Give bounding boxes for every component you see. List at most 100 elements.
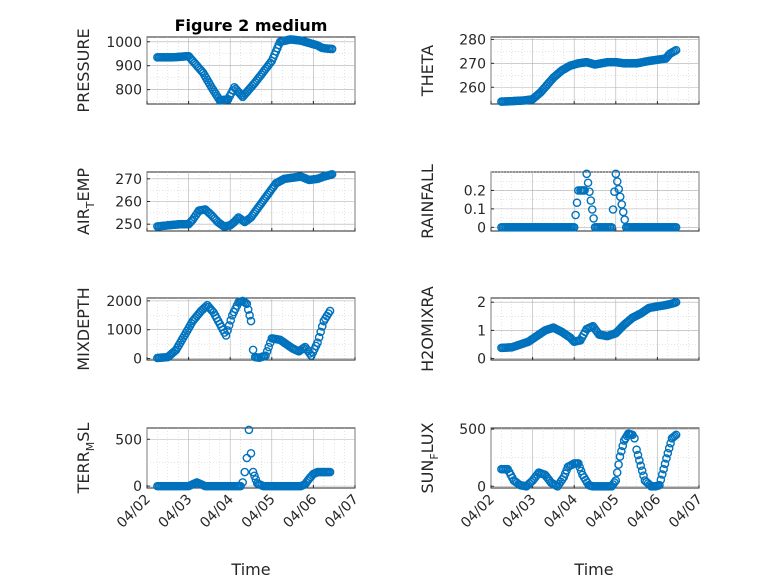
y-tick-label: 260 [459,80,486,96]
data-point [614,184,624,194]
y-axis-label: THETA [418,45,437,97]
x-tick-label: 04/06 [280,491,320,531]
data-point [317,322,327,331]
y-tick-label: 0 [477,220,486,236]
y-tick-label: 0 [133,352,142,368]
data-point [610,478,619,487]
y-tick-label: 250 [115,217,142,233]
panel-h2omixra: 0 1 2 H2OMIXRA [418,286,700,372]
y-label-main: TERR [74,451,93,494]
x-tick-label: 04/07 [666,492,706,532]
y-label-subscript: M [84,442,97,452]
y-tick-label: 1000 [106,323,142,339]
data-point [637,466,647,475]
data-point [618,441,628,451]
data-point [607,223,616,232]
data-point [657,470,667,479]
data-point [583,178,593,188]
y-tick-label: 2 [477,295,486,311]
y-label-main: AIR [74,208,93,235]
y-tick-label: 500 [115,432,142,448]
data-point [314,332,324,342]
y-tick-label: 2000 [106,294,142,310]
panel-air_temp: 250 260 270 AIRTEMP [74,168,356,235]
data-point [633,450,643,460]
y-tick-label: 0 [477,352,486,368]
data-point [612,177,622,186]
y-tick-label: 260 [115,195,142,211]
x-tick-label: 04/05 [239,492,279,532]
data-point [635,456,644,465]
data-point [221,331,231,340]
panel-theta: 260 270 280 THETA [418,32,700,106]
x-tick-label: 04/02 [458,492,498,532]
y-axis-label: RAINFALL [418,164,437,239]
data-point [246,316,256,326]
data-point [238,478,247,487]
data-point [224,321,234,330]
data-point [670,431,680,441]
data-point [226,316,236,325]
y-axis-label: MIXDEPTH [74,287,93,370]
data-point [575,462,585,472]
data-point [615,452,625,461]
y-label-rest: SL [74,423,93,442]
data-point [671,297,681,307]
data-point [614,460,623,469]
data-point [612,468,622,477]
y-tick-label: 0 [477,479,486,495]
data-point [659,464,668,474]
panel-rainfall: 0 0.1 0.2 RAINFALL [418,164,700,239]
y-tick-label: 270 [459,56,486,72]
data-point [586,196,596,205]
y-label-main: SUN [418,460,437,494]
data-point [582,169,591,179]
y-axis-label: PRESSURE [74,28,93,112]
data-point [617,200,627,209]
data-point [571,210,580,220]
data-point [245,311,254,320]
data-point [663,448,673,458]
x-tick-label: 04/04 [541,491,581,531]
y-label-rest: EMP [74,168,93,202]
data-point [327,169,337,179]
data-point [608,205,618,214]
y-label-rest: LUX [418,422,437,453]
data-point [580,186,589,195]
y-axis-label: TERRMSL [74,423,97,495]
data-point [656,475,666,485]
y-tick-label: 0.1 [464,202,486,218]
x-tick-label: 04/03 [156,492,196,532]
data-point [632,445,641,455]
data-point [242,299,252,309]
y-tick-label: 1000 [106,35,142,51]
data-point [262,347,272,356]
data-point [587,205,597,214]
data-point [585,187,594,196]
data-point [589,214,598,223]
data-point [655,480,664,490]
x-tick-label: 04/07 [322,492,362,532]
y-tick-label: 800 [115,83,142,99]
data-point [243,305,253,314]
data-point [250,471,259,481]
y-tick-label: 280 [459,32,486,48]
x-tick-label: 04/06 [624,491,664,531]
y-label-subscript: T [84,201,97,209]
x-axis-label-right: Time [573,560,613,579]
y-tick-label: 900 [115,59,142,75]
y-axis-label: H2OMIXRA [418,286,437,372]
y-tick-label: 270 [115,172,142,188]
x-tick-label: 04/04 [197,491,237,531]
data-point [248,467,258,477]
data-point [316,327,325,337]
x-tick-label: 04/05 [583,492,623,532]
panel-terr_msl: 0 500 TERRMSL 04/02 04/03 04/04 04/05 04/06 04/0… [74,423,362,532]
panel-pressure: 800 900 1000 PRESSURE [74,28,356,113]
figure-title: Figure 2 medium [175,16,328,35]
data-point [240,467,250,477]
data-point [261,351,270,360]
data-point [636,461,646,471]
x-axis-label-left: Time [230,560,270,579]
data-point [201,302,211,311]
